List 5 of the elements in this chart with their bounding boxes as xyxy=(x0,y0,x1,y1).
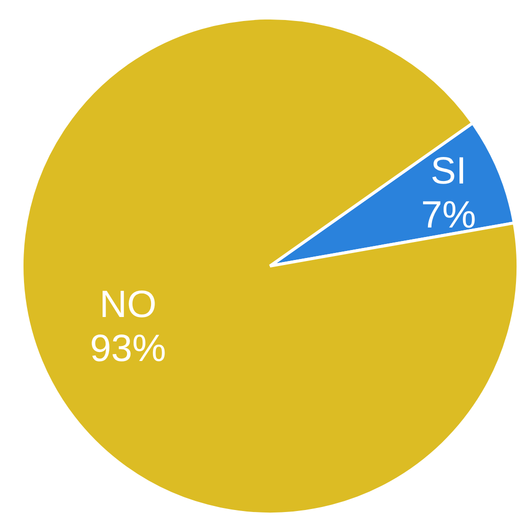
data-label: 7% xyxy=(421,194,476,237)
slice-label: SI xyxy=(430,150,467,193)
slice-label: NO xyxy=(100,284,157,326)
data-label: 93% xyxy=(90,328,166,370)
pie-slice xyxy=(20,16,520,515)
